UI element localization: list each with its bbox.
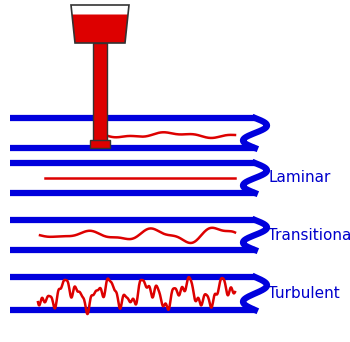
Text: Transitional: Transitional	[268, 227, 350, 242]
Text: Laminar: Laminar	[268, 171, 330, 185]
Polygon shape	[71, 5, 129, 14]
Bar	[93, 43, 107, 146]
Text: Turbulent: Turbulent	[268, 286, 340, 301]
Polygon shape	[72, 14, 128, 43]
Bar	[90, 140, 110, 148]
